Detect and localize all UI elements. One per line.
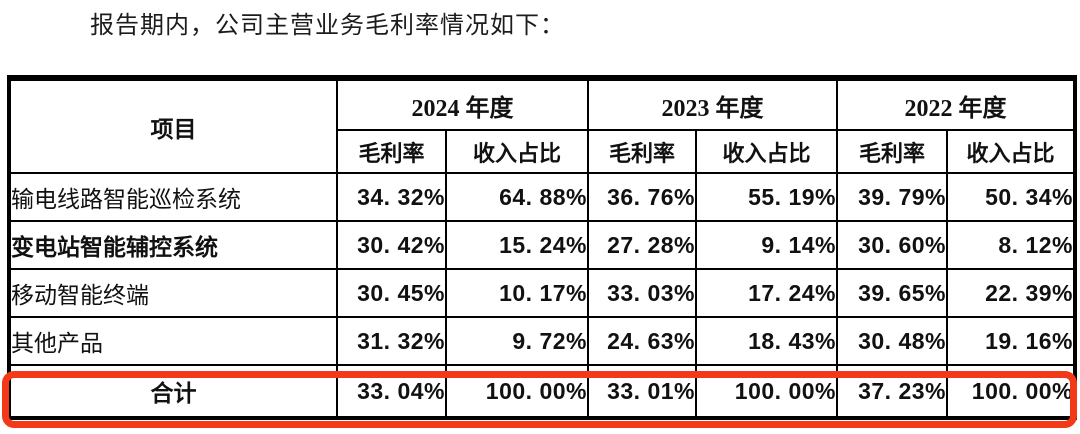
- cell-value: 100. 00%: [946, 364, 1076, 419]
- cell-value: 18. 43%: [695, 316, 838, 366]
- cell-value: 33. 01%: [587, 364, 697, 419]
- cell-value: 100. 00%: [445, 364, 589, 419]
- subheader-revenue-share-2022: 收入占比: [946, 129, 1076, 174]
- cell-value: 17. 24%: [695, 268, 838, 318]
- cell-value: 39. 65%: [836, 268, 948, 318]
- cell-value: 50. 34%: [946, 172, 1076, 222]
- table-row: 移动智能终端 30. 45% 10. 17% 33. 03% 17. 24% 3…: [8, 268, 1076, 318]
- table-row: 变电站智能辅控系统 30. 42% 15. 24% 27. 28% 9. 14%…: [8, 220, 1076, 270]
- cell-value: 36. 76%: [587, 172, 697, 222]
- subheader-gross-margin-2023: 毛利率: [587, 129, 697, 174]
- table-row: 其他产品 31. 32% 9. 72% 24. 63% 18. 43% 30. …: [8, 316, 1076, 366]
- cell-value: 15. 24%: [445, 220, 589, 270]
- cell-value: 30. 60%: [836, 220, 948, 270]
- cell-value: 22. 39%: [946, 268, 1076, 318]
- table-row: 输电线路智能巡检系统 34. 32% 64. 88% 36. 76% 55. 1…: [8, 172, 1076, 222]
- header-row-subcolumns: 毛利率 收入占比 毛利率 收入占比 毛利率 收入占比: [9, 129, 1076, 174]
- gross-margin-table-grid: 项目 2024 年度 2023 年度 2022 年度 毛利率 收入占比 毛利率 …: [7, 75, 1077, 420]
- total-label: 合计: [8, 364, 338, 419]
- subheader-gross-margin-2024: 毛利率: [336, 129, 447, 174]
- cell-value: 39. 79%: [836, 172, 948, 222]
- row-label: 变电站智能辅控系统: [8, 220, 338, 270]
- gross-margin-table: 项目 2024 年度 2023 年度 2022 年度 毛利率 收入占比 毛利率 …: [7, 75, 1077, 420]
- cell-value: 19. 16%: [946, 316, 1076, 366]
- cell-value: 33. 04%: [336, 364, 447, 419]
- cell-value: 55. 19%: [695, 172, 838, 222]
- cell-value: 30. 42%: [336, 220, 447, 270]
- cell-value: 27. 28%: [587, 220, 697, 270]
- cell-value: 31. 32%: [336, 316, 447, 366]
- subheader-revenue-share-2024: 收入占比: [445, 129, 589, 174]
- row-label: 其他产品: [8, 316, 338, 366]
- column-header-year-2022: 2022 年度: [836, 77, 1076, 131]
- column-header-year-2023: 2023 年度: [587, 77, 838, 131]
- cell-value: 9. 14%: [695, 220, 838, 270]
- cell-value: 64. 88%: [445, 172, 589, 222]
- cell-value: 30. 48%: [836, 316, 948, 366]
- column-header-item: 项目: [8, 77, 338, 174]
- cell-value: 33. 03%: [587, 268, 697, 318]
- subheader-revenue-share-2023: 收入占比: [695, 129, 838, 174]
- subheader-gross-margin-2022: 毛利率: [836, 129, 948, 174]
- table-row-total: 合计 33. 04% 100. 00% 33. 01% 100. 00% 37.…: [8, 364, 1076, 419]
- cell-value: 9. 72%: [445, 316, 589, 366]
- cell-value: 100. 00%: [695, 364, 838, 419]
- cell-value: 10. 17%: [445, 268, 589, 318]
- header-row-years: 项目 2024 年度 2023 年度 2022 年度: [8, 77, 1076, 174]
- cell-value: 24. 63%: [587, 316, 697, 366]
- page-title: 报告期内，公司主营业务毛利率情况如下：: [90, 13, 565, 39]
- cell-value: 8. 12%: [946, 220, 1076, 270]
- row-label: 输电线路智能巡检系统: [8, 172, 338, 222]
- column-header-year-2024: 2024 年度: [336, 77, 589, 131]
- cell-value: 37. 23%: [836, 364, 948, 419]
- row-label: 移动智能终端: [8, 268, 338, 318]
- cell-value: 30. 45%: [336, 268, 447, 318]
- cell-value: 34. 32%: [336, 172, 447, 222]
